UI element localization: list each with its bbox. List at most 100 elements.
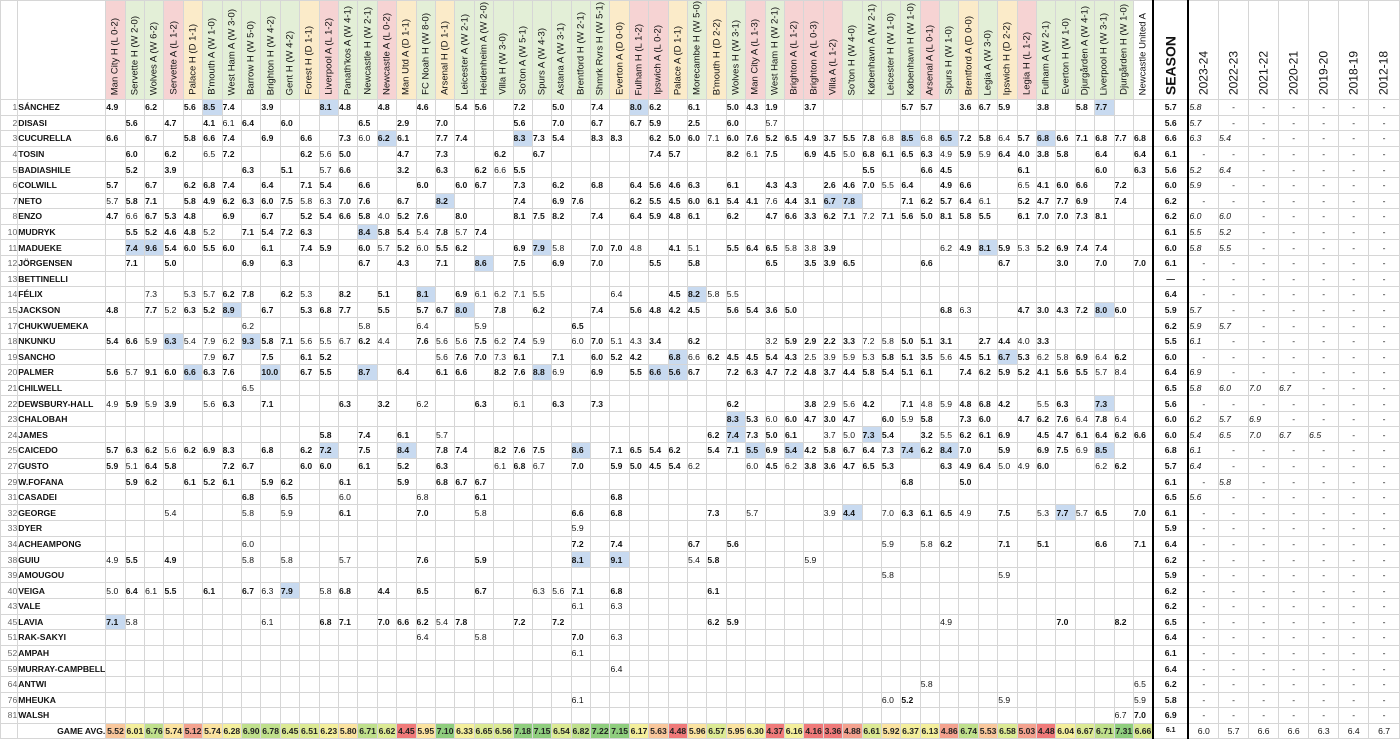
match-rating bbox=[299, 707, 320, 724]
year-rating: - bbox=[1368, 504, 1400, 522]
match-rating bbox=[376, 442, 398, 459]
match-rating bbox=[357, 161, 378, 178]
match-rating bbox=[493, 176, 514, 194]
match-rating: 6.6 bbox=[182, 364, 204, 381]
match-rating bbox=[919, 582, 941, 599]
match-rating: 7.6 bbox=[764, 192, 785, 210]
match-rating: 6.6 bbox=[105, 130, 126, 147]
match-rating bbox=[1055, 707, 1076, 724]
match-rating bbox=[434, 317, 456, 334]
match-rating: 6.1 bbox=[512, 348, 533, 366]
match-rating bbox=[105, 410, 126, 428]
year-rating: 7.0 bbox=[1248, 426, 1280, 444]
match-rating: 6.1 bbox=[434, 364, 456, 381]
match-rating bbox=[880, 161, 902, 178]
match-header: Barrow H (W 5-0) bbox=[241, 0, 262, 100]
match-rating bbox=[764, 286, 785, 303]
year-rating: - bbox=[1308, 286, 1340, 303]
match-rating bbox=[687, 270, 708, 288]
match-rating: 5.2 bbox=[1036, 239, 1057, 256]
match-rating bbox=[105, 566, 126, 584]
year-rating: - bbox=[1248, 239, 1280, 256]
match-rating bbox=[434, 629, 456, 646]
match-rating bbox=[725, 317, 747, 334]
match-rating: 6.2 bbox=[628, 192, 650, 210]
match-header-label: Liverpool A (L 1-2) bbox=[323, 18, 335, 95]
match-rating bbox=[105, 660, 126, 677]
match-rating bbox=[958, 114, 979, 132]
match-rating: 8.3 bbox=[609, 130, 630, 147]
match-rating bbox=[415, 566, 436, 584]
match-rating bbox=[241, 239, 262, 256]
match-rating: 6.2 bbox=[182, 176, 204, 194]
player-row: 5 BADIASHILE 5.2 3.9 6.3 5.1 5.7 6.6 3.2 6.3 6.2 6.… bbox=[0, 161, 1400, 178]
match-rating bbox=[919, 660, 941, 677]
year-rating: - bbox=[1218, 613, 1250, 631]
season-rating: 6.1 bbox=[1151, 223, 1189, 241]
year-rating: - bbox=[1308, 691, 1340, 709]
match-rating: 6.4 bbox=[628, 176, 650, 194]
match-rating: 6.8 bbox=[939, 301, 960, 319]
year-rating: - bbox=[1278, 410, 1310, 428]
season-rating: 6.0 bbox=[1151, 410, 1189, 428]
match-rating: 7.8 bbox=[1094, 410, 1115, 428]
match-rating bbox=[376, 488, 398, 506]
match-rating: 5.1 bbox=[376, 286, 398, 303]
match-rating bbox=[512, 473, 533, 490]
match-rating bbox=[531, 317, 553, 334]
match-rating bbox=[473, 535, 495, 553]
match-rating bbox=[454, 644, 475, 662]
match-rating bbox=[609, 270, 630, 288]
match-rating bbox=[1055, 332, 1076, 350]
match-rating bbox=[531, 426, 553, 444]
match-rating: 7.5 bbox=[531, 208, 553, 225]
match-rating: 3.3 bbox=[803, 208, 824, 225]
player-number: 43 bbox=[0, 598, 19, 615]
match-rating bbox=[977, 598, 999, 615]
match-rating: 5.3 bbox=[745, 410, 766, 428]
match-rating bbox=[861, 192, 882, 210]
match-rating bbox=[997, 208, 1018, 225]
year-rating: - bbox=[1187, 286, 1220, 303]
match-rating bbox=[667, 395, 689, 412]
match-rating: 5.6 bbox=[628, 301, 650, 319]
match-rating bbox=[1113, 598, 1135, 615]
match-rating: 6.7 bbox=[842, 442, 863, 459]
match-rating bbox=[1016, 598, 1038, 615]
match-rating bbox=[861, 629, 882, 646]
match-rating: 6.6 bbox=[396, 613, 417, 631]
player-number: 8 bbox=[0, 208, 19, 225]
match-rating bbox=[783, 691, 805, 709]
match-rating bbox=[512, 317, 533, 334]
year-rating: - bbox=[1218, 332, 1250, 350]
match-rating bbox=[182, 613, 204, 631]
year-rating: - bbox=[1308, 644, 1340, 662]
match-rating: 5.4 bbox=[706, 442, 727, 459]
match-rating: 4.5 bbox=[648, 457, 669, 475]
player-name: CHALOBAH bbox=[17, 410, 107, 428]
season-rating: 6.4 bbox=[1151, 660, 1189, 677]
match-rating bbox=[415, 161, 436, 178]
player-row: 27 GUSTO 5.9 5.1 6.4 5.8 7.2 6.7 6.0 6.0 6.1 5.2 6.3… bbox=[0, 457, 1400, 475]
match-rating: 6.2 bbox=[919, 192, 941, 210]
match-rating bbox=[454, 504, 475, 522]
match-rating bbox=[590, 629, 611, 646]
match-rating: 7.0 bbox=[551, 114, 572, 132]
match-header-label: Villa H (W 3-0) bbox=[497, 33, 509, 95]
match-rating: 6.0 bbox=[590, 348, 611, 366]
match-rating: 8.3 bbox=[512, 130, 533, 147]
match-rating bbox=[202, 488, 223, 506]
match-rating: 4.5 bbox=[667, 192, 689, 210]
match-rating bbox=[493, 239, 514, 256]
match-rating: 7.2 bbox=[318, 442, 339, 459]
match-rating: 6.0 bbox=[357, 130, 378, 147]
match-rating bbox=[124, 707, 146, 724]
match-rating bbox=[163, 176, 184, 194]
player-row: 17 CHUKWUEMEKA 6.2 5.8 6.4 5.9 6.5 6.2 5.9 5.7- - -… bbox=[0, 317, 1400, 334]
match-rating bbox=[648, 410, 669, 428]
match-header-label: Newcastle A (L 0-2) bbox=[381, 12, 393, 95]
match-rating bbox=[144, 254, 165, 272]
match-rating bbox=[919, 691, 941, 709]
match-rating bbox=[958, 254, 979, 272]
match-rating bbox=[822, 551, 844, 568]
